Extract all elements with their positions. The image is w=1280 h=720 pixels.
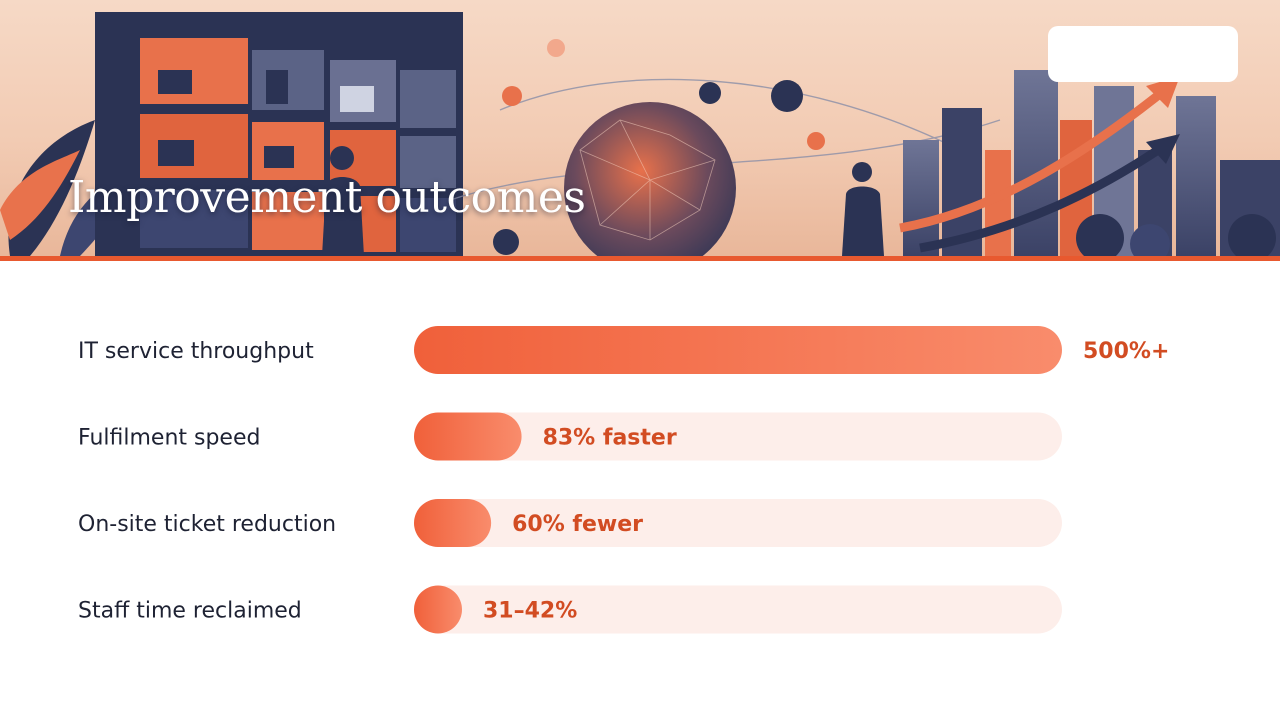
bar — [414, 412, 522, 461]
category-label: IT service throughput — [78, 339, 314, 364]
bar-track — [414, 499, 1062, 547]
bar — [414, 499, 492, 547]
bar — [414, 326, 1062, 374]
slide-title: Improvement outcomes — [68, 172, 586, 223]
outcomes-bar-chart: IT service throughput 500%+ Fulfilment spe… — [78, 326, 1169, 634]
logo-placeholder — [1048, 26, 1238, 82]
value-label: 83% faster — [543, 426, 677, 451]
value-label: 31–42% — [483, 599, 577, 624]
bar — [414, 585, 462, 634]
orb-decorations — [493, 39, 825, 255]
accent-divider — [0, 256, 1280, 261]
value-label: 500%+ — [1083, 339, 1169, 364]
category-label: Staff time reclaimed — [78, 599, 302, 624]
city-skyline-illustration — [903, 70, 1280, 256]
banner-illustration — [0, 12, 1280, 256]
businessman-figure-icon — [322, 146, 364, 256]
bar-track — [414, 412, 1062, 461]
globe-network-icon — [564, 102, 736, 256]
category-label: Fulfilment speed — [78, 426, 260, 451]
chart-rows: IT service throughput 500%+ Fulfilment spe… — [78, 326, 1169, 634]
value-label: 60% fewer — [512, 512, 643, 537]
businessman-figure-icon — [842, 162, 884, 256]
header-banner: Improvement outcomes — [0, 0, 1280, 256]
category-label: On-site ticket reduction — [78, 512, 336, 537]
growth-arrow-icon — [899, 76, 1180, 253]
bar-track — [414, 585, 1062, 634]
